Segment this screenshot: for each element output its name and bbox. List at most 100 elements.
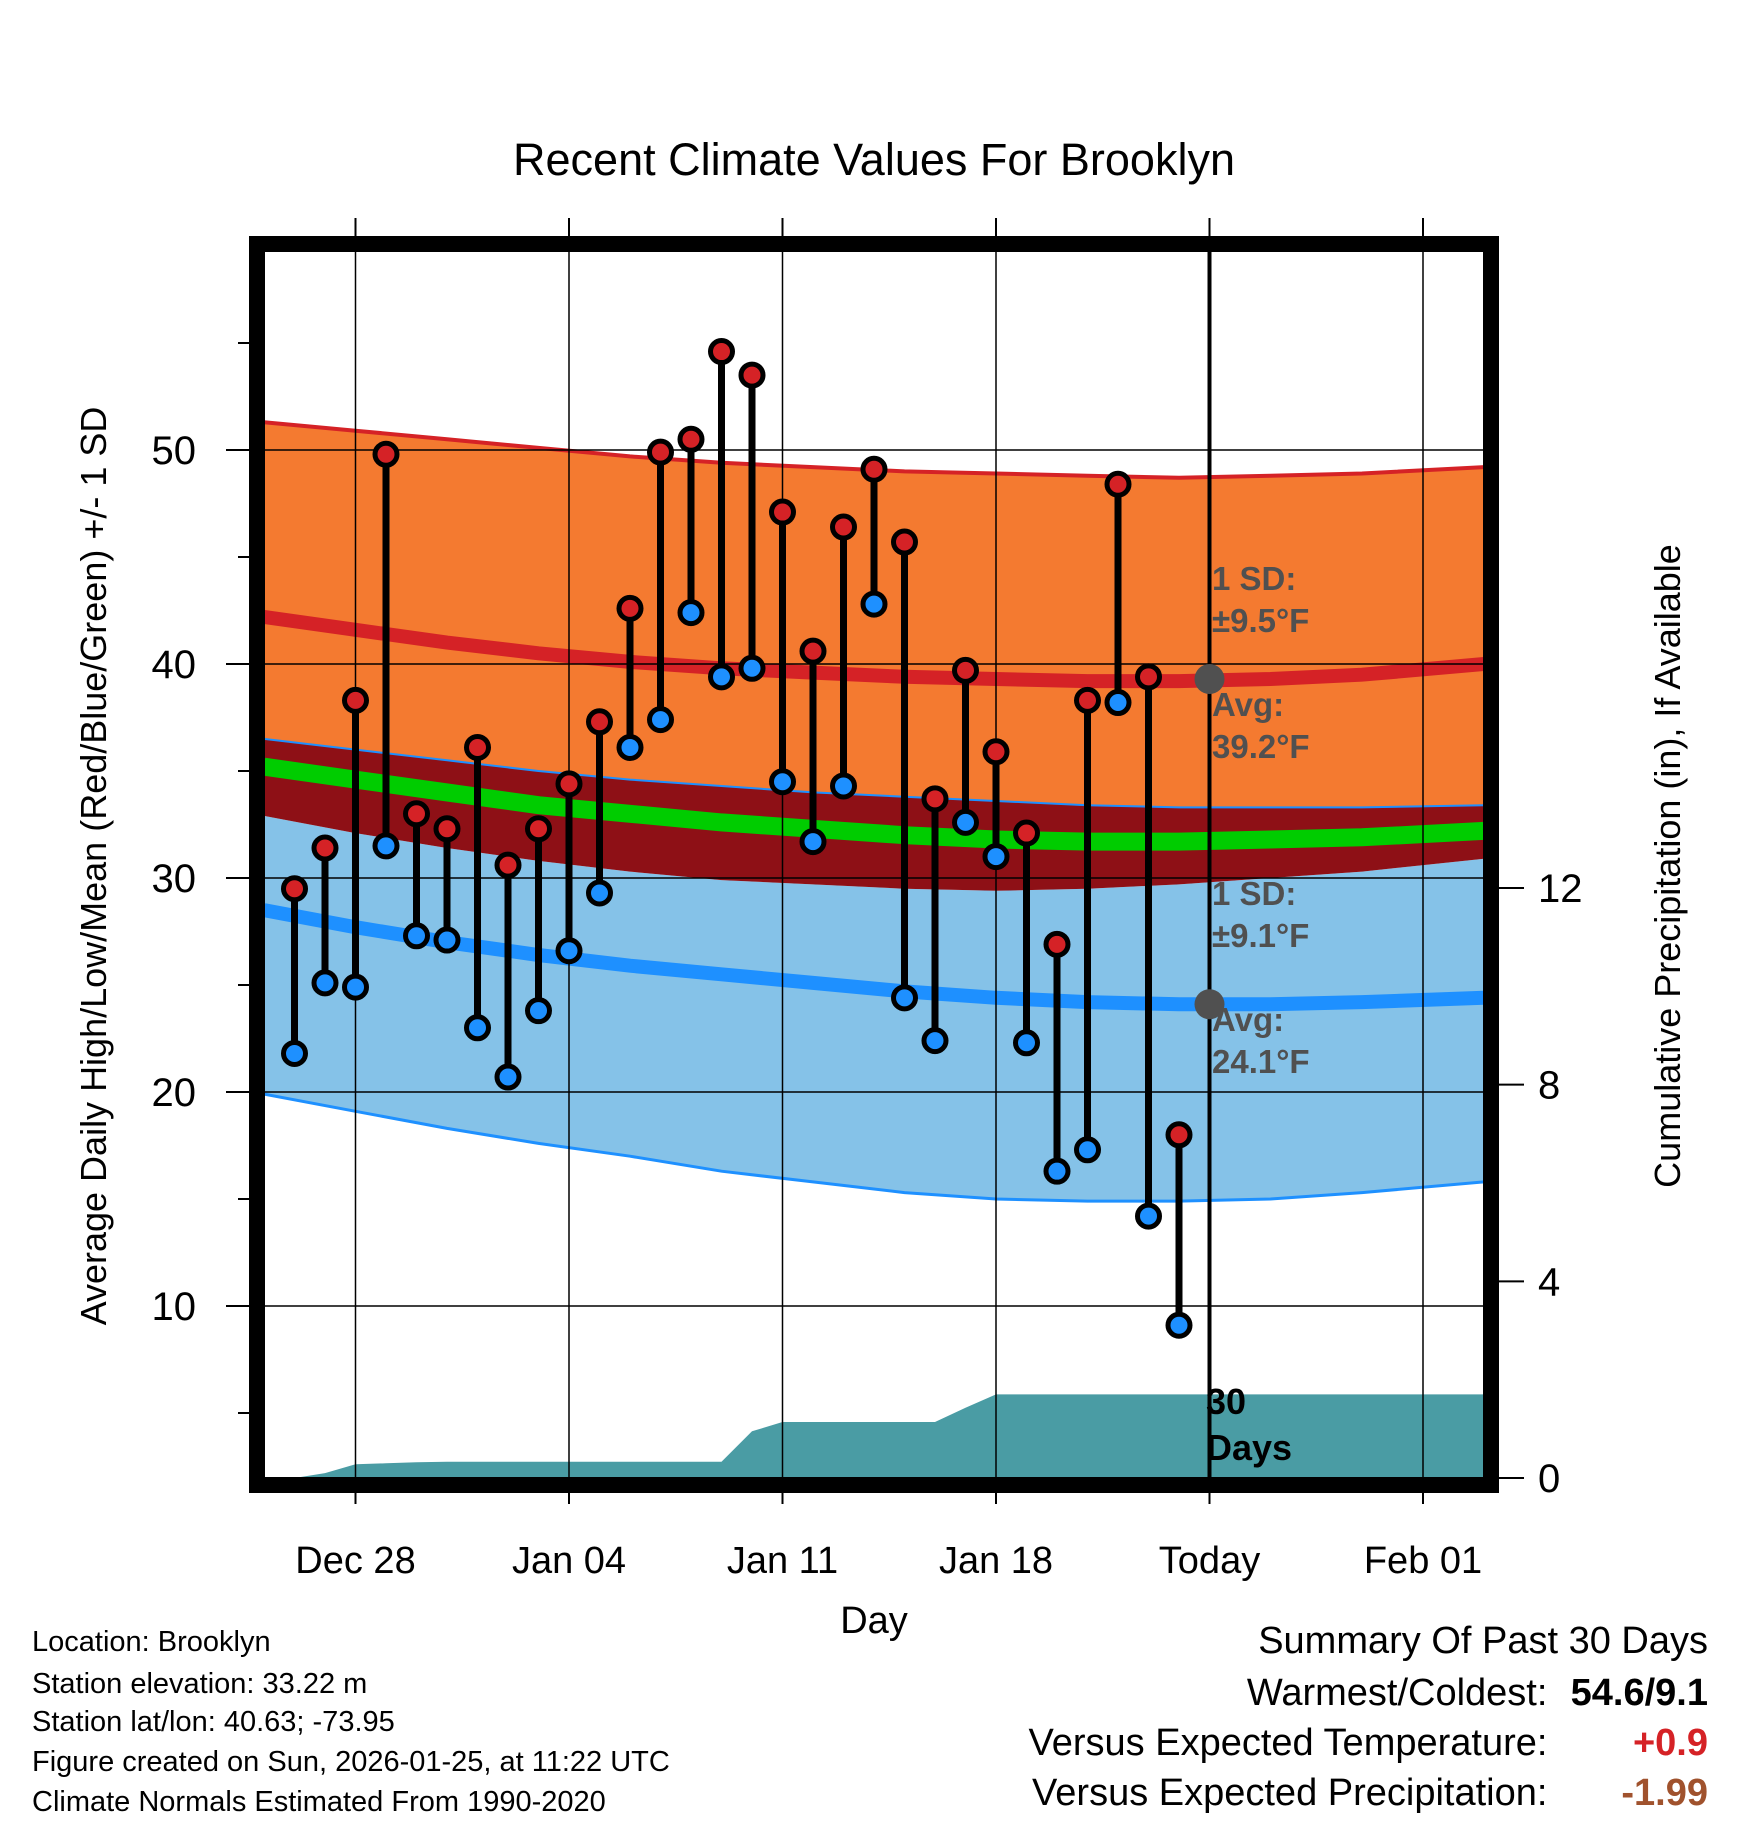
- x-tick-label: Dec 28: [295, 1540, 415, 1582]
- low-dot: [525, 997, 552, 1025]
- high-upper-line: [264, 420, 1484, 480]
- info-elevation: Station elevation: 33.22 m: [32, 1668, 368, 1700]
- high-dot: [494, 851, 522, 879]
- low-dot: [860, 590, 888, 618]
- summary-precip-label: Versus Expected Precipitation:: [1032, 1772, 1548, 1814]
- low-dot: [1043, 1157, 1071, 1185]
- high-dot: [799, 637, 827, 665]
- x-tick-label: Jan 04: [512, 1540, 626, 1582]
- low-sd-label: 1 SD:: [1212, 875, 1296, 912]
- today-high-normal-marker: [1194, 663, 1225, 694]
- y-tick-label: 40: [152, 643, 197, 687]
- normal-mean-line: [264, 757, 1484, 851]
- days-annotation: 30 Days: [1206, 1381, 1292, 1468]
- high-dot: [555, 770, 583, 798]
- high-dot: [677, 425, 705, 453]
- low-dot: [403, 922, 430, 950]
- x-axis-label: Day: [840, 1600, 908, 1642]
- y-tick-label: 10: [152, 1285, 197, 1329]
- high-dot: [860, 455, 888, 483]
- low-dot: [281, 1039, 308, 1067]
- high-dot: [433, 815, 461, 843]
- low-dot: [433, 926, 461, 954]
- precip-area: [264, 1394, 1484, 1478]
- y2-tick-label: 8: [1538, 1064, 1560, 1108]
- low-dot: [982, 843, 1010, 871]
- normal-low-line: [264, 903, 1484, 1012]
- low-dot: [830, 772, 857, 800]
- low-dot: [616, 733, 644, 761]
- high-dot: [1074, 686, 1101, 714]
- info-normals: Climate Normals Estimated From 1990-2020: [32, 1786, 606, 1818]
- info-created: Figure created on Sun, 2026-01-25, at 11…: [32, 1746, 670, 1778]
- low-sd-value: ±9.1°F: [1212, 917, 1309, 954]
- low-dot: [464, 1014, 491, 1042]
- summary-temp-label: Versus Expected Temperature:: [1028, 1722, 1548, 1764]
- low-dot: [342, 973, 369, 1001]
- summary-title: Summary Of Past 30 Days: [1258, 1620, 1708, 1662]
- high-dot: [830, 513, 857, 541]
- y2-axis: 0 4 8 12: [1499, 867, 1583, 1501]
- high-dot: [464, 733, 491, 761]
- y-axis: 10 20 30 40 50: [152, 342, 249, 1414]
- high-sd-label: 1 SD:: [1212, 560, 1296, 597]
- y-tick-label: 50: [152, 429, 197, 473]
- low-dot: [311, 969, 339, 997]
- today-low-normal-marker: [1194, 989, 1225, 1020]
- low-lower-line: [264, 1092, 1484, 1203]
- high-dot: [342, 686, 369, 714]
- high-dot: [1104, 470, 1132, 498]
- high-dot: [1013, 819, 1040, 847]
- low-dot: [494, 1063, 522, 1091]
- x-tick-label: Jan 11: [727, 1540, 838, 1582]
- annotations: 1 SD: ±9.5°F Avg: 39.2°F 1 SD: ±9.1°F Av…: [1212, 560, 1310, 1080]
- summary-warmest-row: Warmest/Coldest: 54.6/9.1: [1247, 1672, 1708, 1715]
- high-dot: [708, 338, 735, 366]
- high-dot: [586, 708, 613, 736]
- low-dot: [1135, 1202, 1162, 1230]
- high-dot: [1043, 930, 1071, 958]
- days-count: 30: [1206, 1381, 1246, 1422]
- high-dot: [616, 594, 644, 622]
- high-avg-value: 39.2°F: [1212, 728, 1310, 765]
- plot-frame: [249, 236, 1499, 1493]
- low-dot: [372, 832, 400, 860]
- low-dot: [891, 984, 918, 1012]
- high-dot: [1135, 663, 1162, 691]
- y-tick-label: 30: [152, 857, 197, 901]
- low-dot: [1074, 1136, 1101, 1164]
- high-avg-label: Avg:: [1212, 686, 1284, 723]
- high-dot: [738, 361, 766, 389]
- low-dot: [1104, 689, 1132, 717]
- high-dot: [891, 528, 918, 556]
- chart-title: Recent Climate Values For Brooklyn: [513, 134, 1235, 185]
- y-tick-label: 20: [152, 1071, 197, 1115]
- days-word: Days: [1206, 1427, 1292, 1468]
- summary-warmest-value: 54.6/9.1: [1570, 1672, 1708, 1714]
- summary-warmest-label: Warmest/Coldest:: [1246, 1672, 1548, 1714]
- x-tick-label: Today: [1159, 1540, 1260, 1582]
- low-avg-value: 24.1°F: [1212, 1043, 1310, 1080]
- summary-precip-value: -1.99: [1621, 1772, 1708, 1814]
- low-dot: [708, 663, 735, 691]
- low-dot: [586, 879, 613, 907]
- high-sd-value: ±9.5°F: [1212, 602, 1309, 639]
- low-dot: [647, 706, 674, 734]
- summary-precip-row: Versus Expected Precipitation: -1.99: [1032, 1772, 1708, 1815]
- low-dot: [921, 1027, 949, 1055]
- high-dot: [647, 438, 674, 466]
- y2-tick-label: 4: [1538, 1260, 1560, 1304]
- low-dot: [952, 808, 979, 836]
- summary-temp-value: +0.9: [1632, 1722, 1708, 1764]
- low-dot: [555, 937, 583, 965]
- low-dot: [1013, 1029, 1040, 1057]
- y2-tick-label: 12: [1538, 867, 1583, 911]
- high-dot: [769, 498, 796, 526]
- y2-tick-label: 0: [1538, 1457, 1560, 1501]
- high-lower-line: [264, 737, 1484, 809]
- high-dot: [311, 834, 339, 862]
- x-axis: Dec 28 Jan 04 Jan 11 Jan 18 Today Feb 01: [295, 218, 1482, 1582]
- precip-area-group: [264, 1394, 1484, 1478]
- daily-stems: [291, 351, 1183, 1326]
